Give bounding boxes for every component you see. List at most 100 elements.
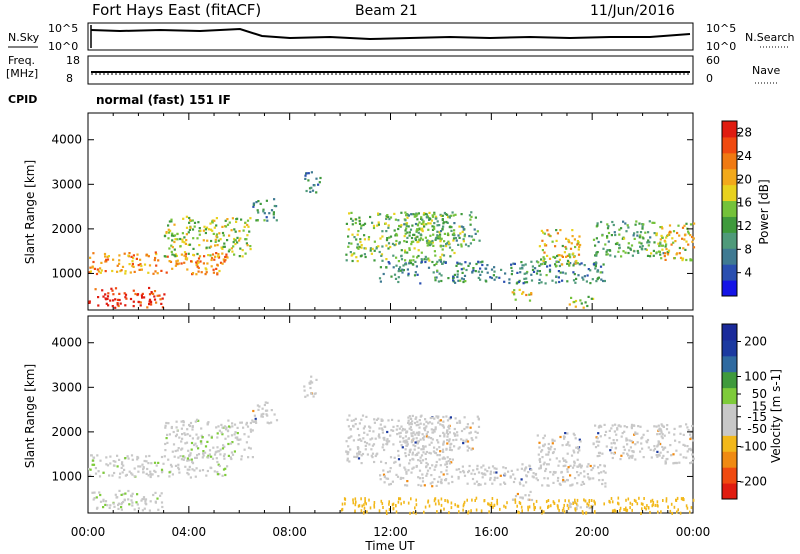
- power-cell: [631, 254, 634, 257]
- power-cell: [191, 219, 194, 222]
- power-cell: [186, 268, 189, 271]
- velocity-cell: [148, 509, 151, 512]
- power-cell: [485, 280, 488, 283]
- power-cell: [647, 239, 650, 242]
- power-cell: [554, 245, 557, 248]
- power-cell: [441, 219, 444, 222]
- power-cell: [213, 258, 216, 261]
- velocity-cell: [448, 438, 451, 441]
- velocity-cell: [373, 418, 376, 421]
- velocity-cell: [490, 504, 493, 507]
- power-cell: [138, 301, 141, 304]
- power-cell: [653, 221, 656, 224]
- velocity-cell: [172, 430, 175, 434]
- velocity-cell: [202, 450, 205, 453]
- power-cell: [163, 235, 167, 238]
- velocity-cell: [588, 499, 591, 502]
- velocity-cell: [237, 438, 240, 441]
- power-cell: [130, 255, 133, 258]
- power-cell: [215, 252, 218, 255]
- power-cell: [89, 256, 92, 259]
- velocity-cell: [638, 496, 640, 500]
- power-cell: [403, 235, 406, 238]
- velocity-cell: [575, 506, 578, 509]
- velocity-cell: [486, 470, 489, 473]
- power-cell: [230, 247, 233, 250]
- velocity-cell: [437, 480, 440, 483]
- velocity-cell: [660, 429, 663, 432]
- power-cell: [438, 231, 441, 234]
- velocity-cell: [386, 438, 389, 441]
- velocity-cell: [252, 409, 255, 413]
- velocity-cell: [427, 499, 430, 503]
- power-cell: [681, 257, 685, 260]
- power-cell: [642, 237, 645, 240]
- power-cell: [558, 258, 561, 261]
- velocity-cell: [428, 421, 431, 424]
- velocity-cell: [249, 430, 253, 433]
- velocity-cell: [154, 470, 157, 474]
- velocity-cell: [392, 425, 395, 428]
- velocity-cell: [582, 511, 584, 515]
- velocity-cell: [137, 470, 140, 473]
- velocity-cell: [538, 458, 541, 462]
- colorbar-tick-label: 20: [737, 172, 752, 186]
- power-cell: [416, 213, 419, 216]
- velocity-cell: [222, 468, 226, 471]
- velocity-cell: [489, 477, 492, 480]
- power-cell: [275, 205, 278, 208]
- power-cell: [136, 253, 139, 256]
- power-cell: [627, 246, 630, 249]
- velocity-cell: [563, 510, 566, 514]
- velocity-cell: [411, 453, 414, 456]
- velocity-cell: [516, 492, 519, 496]
- power-cell: [439, 230, 443, 233]
- velocity-cell: [675, 461, 678, 465]
- velocity-cell: [176, 449, 179, 452]
- velocity-cell: [656, 455, 659, 458]
- velocity-cell: [360, 418, 363, 421]
- velocity-cell: [401, 446, 404, 449]
- power-cell: [521, 267, 524, 270]
- velocity-cell: [662, 425, 665, 428]
- power-cell: [535, 272, 539, 275]
- velocity-cell: [398, 497, 400, 501]
- power-cell: [236, 217, 239, 220]
- velocity-cell: [242, 426, 245, 429]
- velocity-cell: [99, 459, 102, 462]
- power-cell: [377, 213, 380, 216]
- power-cell: [436, 237, 440, 240]
- power-cell: [140, 294, 143, 297]
- power-cell: [120, 269, 123, 272]
- power-cell: [689, 258, 692, 261]
- velocity-cell: [415, 437, 418, 440]
- power-cell: [690, 259, 693, 262]
- velocity-cell: [623, 508, 625, 511]
- velocity-cell: [686, 450, 689, 453]
- power-cell: [193, 221, 197, 224]
- velocity-cell: [610, 452, 613, 455]
- power-cell: [387, 261, 390, 264]
- velocity-cell: [177, 456, 180, 459]
- velocity-cell: [659, 451, 662, 454]
- velocity-cell: [561, 480, 565, 483]
- power-cell: [611, 220, 614, 224]
- power-cell: [387, 226, 390, 229]
- power-cell: [428, 259, 431, 262]
- power-cell: [414, 222, 418, 226]
- velocity-cell: [679, 432, 682, 435]
- power-cell: [636, 234, 639, 237]
- velocity-cell: [157, 508, 160, 511]
- power-cell: [446, 213, 449, 216]
- velocity-cell: [657, 510, 659, 514]
- power-cell: [556, 254, 559, 258]
- power-cell: [385, 215, 388, 218]
- velocity-cell: [672, 453, 675, 456]
- power-cell: [561, 244, 564, 248]
- power-cell: [644, 248, 647, 251]
- power-cell: [204, 231, 207, 235]
- velocity-cell: [683, 498, 685, 502]
- velocity-cell: [346, 452, 349, 455]
- velocity-cell: [673, 433, 676, 436]
- power-cell: [645, 248, 648, 251]
